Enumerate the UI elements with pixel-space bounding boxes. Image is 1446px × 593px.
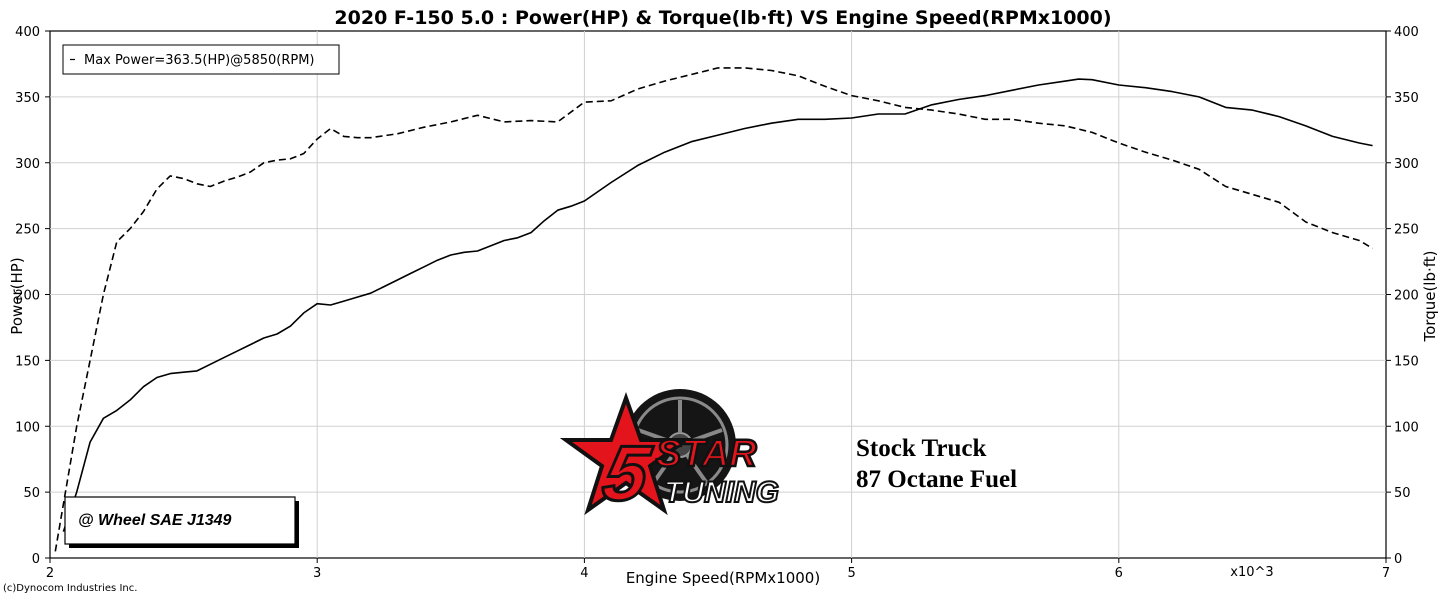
x-multiplier-label: x10^3 [1230, 565, 1273, 580]
logo-word-star: STAR [656, 433, 757, 475]
y-axis-label-left: Power(HP) [8, 257, 26, 334]
y-tick-label-left: 350 [15, 91, 40, 106]
sae-box [64, 496, 296, 545]
logo-word-tuning: TUNING [664, 476, 779, 509]
y-tick-label-left: 400 [15, 25, 40, 40]
x-ticks: 2 3 4 5 6 7 [46, 558, 1390, 581]
x-tick-label: 2 [46, 566, 54, 581]
y-tick-label-left: 0 [32, 552, 40, 567]
y-tick-label-left: 300 [15, 157, 40, 172]
sae-annotation-box: @ Wheel SAE J1349 [64, 496, 299, 548]
chart-title: 2020 F-150 5.0 : Power(HP) & Torque(lb·f… [334, 7, 1111, 29]
y-tick-label-right: 50 [1394, 486, 1411, 501]
y-tick-label-left: 150 [15, 354, 40, 369]
grid-layer [50, 31, 1386, 558]
y-tick-label-right: 300 [1394, 157, 1419, 172]
power-series-line [62, 78, 1373, 532]
y-tick-label-left: 200 [15, 289, 40, 304]
y-tick-label-right: 0 [1394, 552, 1402, 567]
copyright-text: (c)Dynocom Industries Inc. [3, 583, 137, 593]
y-tick-label-right: 100 [1394, 420, 1419, 435]
torque-series-line [54, 67, 1374, 552]
y-tick-label-right: 250 [1394, 223, 1419, 238]
sae-annotation-text: @ Wheel SAE J1349 [78, 512, 232, 529]
y-axis-label-right: Torque(lb·ft) [1421, 250, 1439, 342]
x-tick-label: 6 [1115, 566, 1123, 581]
note-line-1: Stock Truck [856, 435, 986, 462]
x-tick-label: 4 [580, 566, 588, 581]
y-tick-label-right: 350 [1394, 91, 1419, 106]
y-tick-label-left: 50 [23, 486, 40, 501]
legend: Max Power=363.5(HP)@5850(RPM) [62, 44, 340, 75]
y-tick-label-left: 250 [15, 223, 40, 238]
y-tick-label-right: 400 [1394, 25, 1419, 40]
y-ticks-left: 0 50 100 150 200 250 300 350 400 [15, 25, 50, 567]
y-ticks-right: 0 50 100 150 200 250 300 350 400 [1386, 25, 1419, 567]
legend-entry-max-power: Max Power=363.5(HP)@5850(RPM) [84, 53, 315, 68]
x-tick-label: 7 [1382, 566, 1390, 581]
logo-star [559, 392, 693, 516]
x-tick-label: 5 [847, 566, 855, 581]
series-layer [54, 67, 1374, 552]
x-tick-label: 3 [313, 566, 321, 581]
y-tick-label-right: 150 [1394, 354, 1419, 369]
y-tick-label-right: 200 [1394, 289, 1419, 304]
x-axis-label: Engine Speed(RPMx1000) [626, 569, 820, 587]
y-tick-label-left: 100 [15, 420, 40, 435]
note-line-2: 87 Octane Fuel [856, 466, 1017, 493]
legend-box [62, 44, 340, 75]
